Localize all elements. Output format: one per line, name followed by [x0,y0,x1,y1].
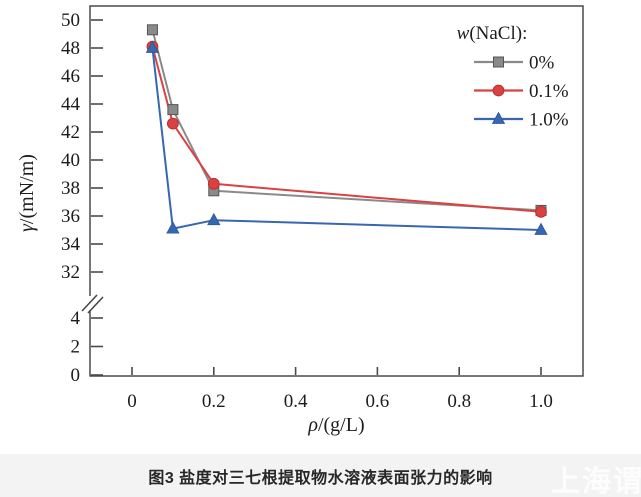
y-tick-label: 40 [61,150,80,171]
x-tick-label: 0 [127,391,137,412]
y-tick-label: 2 [71,337,81,358]
y-tick-label: 34 [61,234,81,255]
x-tick-label: 1.0 [529,391,553,412]
x-axis-title: ρ/(g/L) [307,414,364,436]
y-tick-label: 36 [61,206,80,227]
marker-circle [492,84,505,97]
y-tick-label: 42 [61,122,80,143]
marker-circle [535,205,547,218]
series-line-0% [151,29,542,212]
marker-circle [207,177,220,190]
x-tick-label: 0.8 [447,391,471,412]
legend-label-0%: 0% [529,53,555,74]
figure-caption: 图3 盐度对三七根提取物水溶液表面张力的影响 [148,469,493,487]
series-line-1.0% [151,47,542,231]
x-tick-label: 0.4 [284,391,308,412]
y-tick-label: 44 [61,94,81,115]
marker-square [146,24,158,36]
marker-triangle [166,221,180,234]
y-tick-label: 46 [61,66,80,87]
marker-triangle [145,40,160,53]
y-tick-label: 4 [71,308,81,329]
y-tick-label: 50 [61,10,80,31]
marker-triangle [534,222,548,235]
series-line-0.1% [151,46,542,213]
caption-bar: 图3 盐度对三七根提取物水溶液表面张力的影响 上海谓载 [0,454,641,497]
surface-tension-chart: 0 0.2 0.4 0.6 0.8 1.0 32 34 36 38 40 42 44 46 48 50 0 2 4 ρ… [16,5,584,436]
y-tick-label: 38 [61,178,80,199]
y-tick-label: 48 [61,38,80,59]
x-tick-label: 0.6 [366,391,390,412]
axis-break-slash [81,294,98,312]
x-tick-label: 0.2 [202,391,226,412]
legend-label-1.0%: 1.0% [529,110,569,131]
y-tick-label: 0 [71,365,81,386]
legend-title: w(NaCl): [457,23,528,44]
y-tick-label: 32 [61,262,80,283]
marker-triangle [491,111,506,124]
marker-square [493,56,504,68]
y-axis-title: γ/(mN/m) [16,154,38,232]
marker-square [167,104,179,116]
chart-frame [89,5,584,377]
legend-label-0.1%: 0.1% [529,81,569,102]
marker-triangle [207,212,221,226]
axis-break-slash [87,296,104,314]
chart: 0 0.2 0.4 0.6 0.8 1.0 32 34 36 38 40 42 44 46 48 50 0 2 4 ρ… [16,5,584,436]
marker-circle [167,117,179,130]
watermark: 上海谓载 [551,466,641,497]
